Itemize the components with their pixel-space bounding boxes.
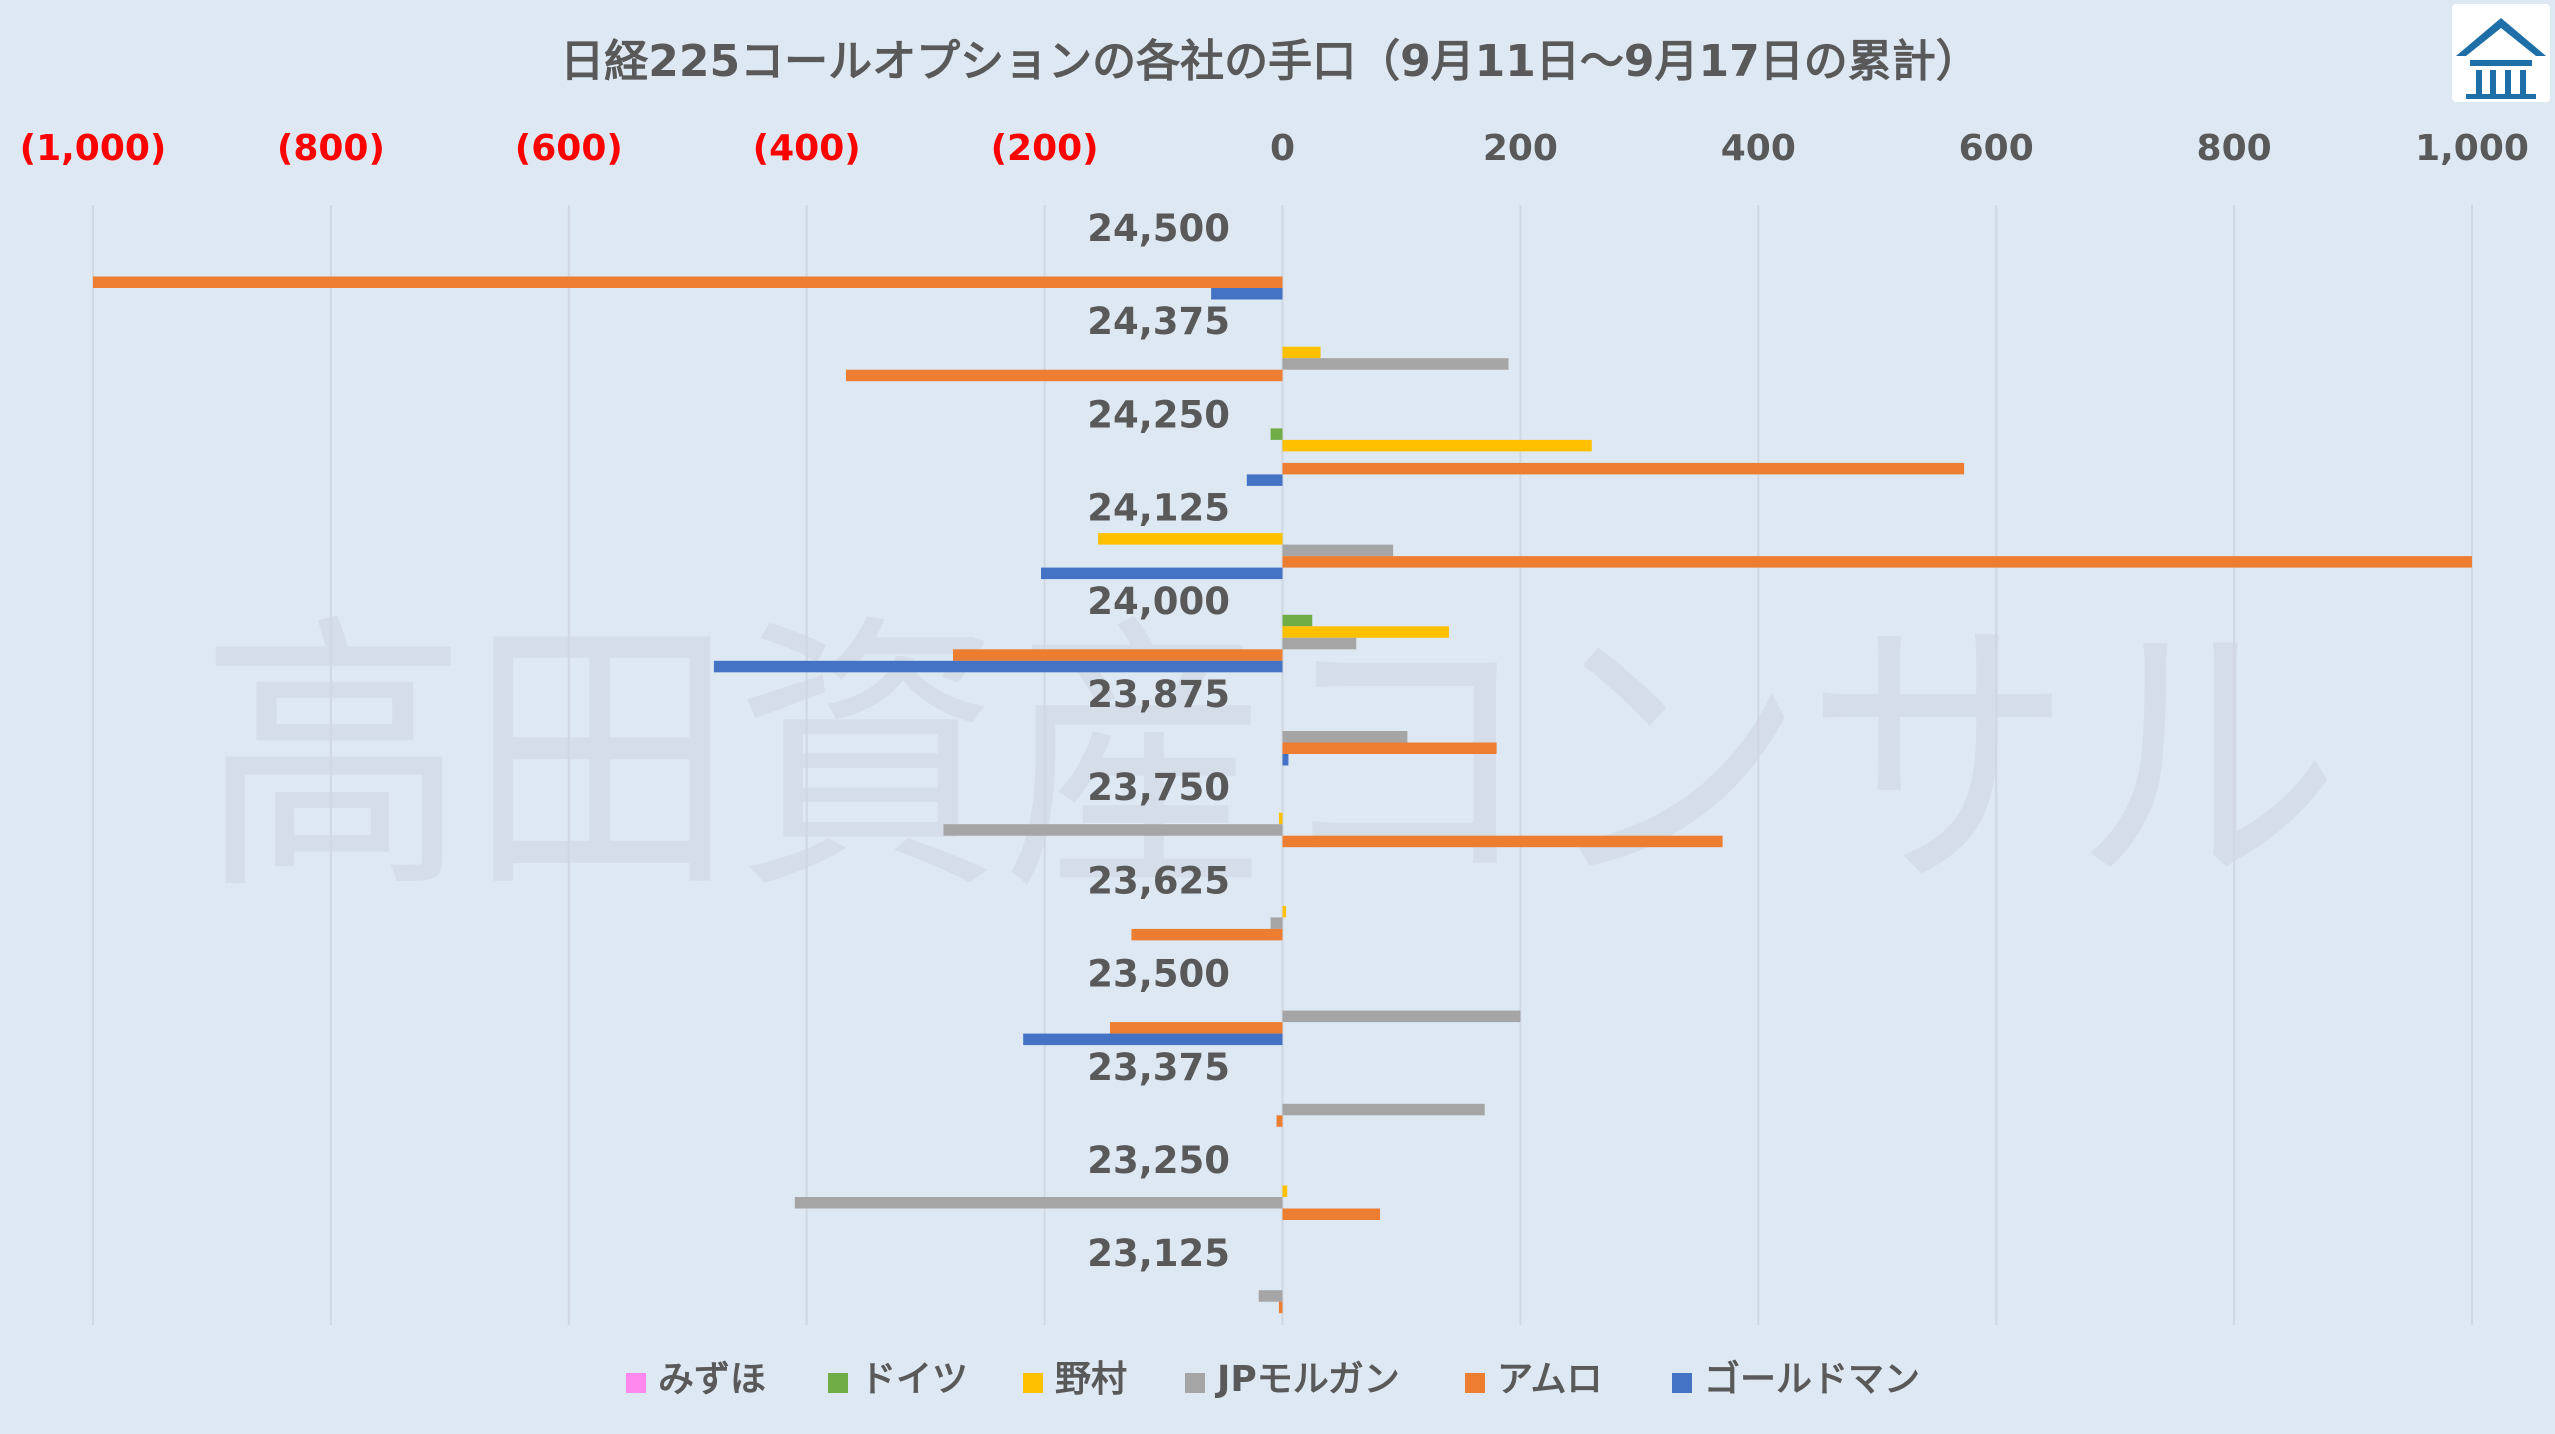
- category-label: 24,250: [1087, 393, 1230, 436]
- legend-label: アムロ: [1497, 1359, 1602, 1400]
- company-logo: [2452, 4, 2550, 102]
- bar-JPモルガン-23,500: [1282, 1010, 1521, 1023]
- bar-ゴールドマン-24,250: [1246, 474, 1283, 486]
- bar-JPモルガン-23,875: [1282, 731, 1408, 743]
- x-tick-label: 400: [1721, 128, 1796, 169]
- legend-swatch-JPモルガン: [1185, 1373, 1205, 1393]
- x-tick-label: 1,000: [2415, 128, 2529, 169]
- bar-アムロ-24,500: [93, 276, 1283, 288]
- legend-swatch-野村: [1023, 1373, 1043, 1393]
- x-tick-label: 600: [1959, 128, 2034, 169]
- bar-アムロ-23,875: [1282, 742, 1497, 754]
- x-tick-label: (600): [515, 128, 623, 169]
- bar-野村-24,375: [1282, 346, 1321, 359]
- x-tick-label: (1,000): [20, 128, 167, 169]
- bar-アムロ-24,375: [845, 369, 1283, 382]
- watermark-text: 高田資産コンサル: [200, 592, 2340, 929]
- bar-野村-23,750: [1278, 812, 1283, 825]
- x-tick-label: (400): [753, 128, 861, 169]
- bar-JPモルガン-24,000: [1282, 637, 1357, 650]
- legend: みずほ ドイツ 野村 JPモルガン アムロ ゴールドマン: [626, 1358, 1920, 1400]
- category-label: 23,250: [1087, 1139, 1230, 1182]
- category-label: 23,750: [1087, 766, 1230, 809]
- legend-swatch-ゴールドマン: [1672, 1373, 1692, 1393]
- legend-swatch-みずほ: [626, 1373, 646, 1393]
- bar-ドイツ-24,250: [1270, 428, 1283, 440]
- x-tick-label: (200): [991, 128, 1099, 169]
- bar-アムロ-23,500: [1110, 1022, 1283, 1034]
- category-label: 23,125: [1087, 1232, 1230, 1275]
- category-label: 24,000: [1087, 580, 1230, 623]
- legend-label: ドイツ: [860, 1359, 968, 1400]
- bar-野村-24,000: [1282, 626, 1450, 638]
- bar-JPモルガン-23,625: [1270, 917, 1283, 929]
- bar-アムロ-23,375: [1276, 1115, 1283, 1127]
- legend-swatch-ドイツ: [828, 1373, 848, 1393]
- category-label: 24,500: [1087, 207, 1230, 250]
- bar-アムロ-23,125: [1278, 1301, 1283, 1314]
- x-tick-label: 200: [1483, 128, 1558, 169]
- watermark: 高田資産コンサル: [200, 592, 2340, 929]
- bar-JPモルガン-23,125: [1258, 1290, 1283, 1302]
- category-label: 23,500: [1087, 953, 1230, 996]
- bar-ゴールドマン-24,125: [1041, 567, 1283, 580]
- bar-野村-23,625: [1282, 905, 1287, 918]
- bar-アムロ-24,000: [953, 649, 1283, 661]
- bar-ドイツ-24,000: [1282, 614, 1313, 627]
- category-label: 24,375: [1087, 300, 1230, 343]
- x-tick-label: 800: [2197, 128, 2272, 169]
- bar-JPモルガン-23,750: [943, 824, 1283, 836]
- bar-JPモルガン-23,250: [794, 1197, 1283, 1209]
- category-label: 24,125: [1087, 487, 1230, 530]
- bar-野村-24,250: [1282, 439, 1592, 452]
- bar-アムロ-23,625: [1131, 928, 1283, 941]
- x-axis-ticks: (1,000) (800) (600) (400) (200) 0 200 400 600 800…: [20, 128, 2529, 169]
- bar-アムロ-24,250: [1282, 462, 1965, 475]
- legend-label: みずほ: [658, 1359, 766, 1400]
- bar-JPモルガン-24,125: [1282, 544, 1394, 557]
- bar-野村-23,250: [1282, 1185, 1288, 1197]
- bar-ゴールドマン-23,875: [1282, 754, 1289, 766]
- legend-label: 野村: [1055, 1359, 1127, 1400]
- x-tick-label: (800): [277, 128, 385, 169]
- legend-label: JPモルガン: [1214, 1359, 1400, 1400]
- chart-title: 日経225コールオプションの各社の手口（9月11日～9月17日の累計）: [560, 36, 1980, 87]
- legend-swatch-アムロ: [1465, 1373, 1485, 1393]
- bar-ゴールドマン-23,500: [1023, 1033, 1283, 1046]
- bar-アムロ-23,250: [1282, 1208, 1381, 1220]
- category-labels: 24,500 24,375 24,250 24,125 24,000 23,875 23,7…: [1087, 207, 1230, 1275]
- bar-アムロ-23,750: [1282, 835, 1723, 848]
- category-label: 23,375: [1087, 1046, 1230, 1089]
- x-tick-label: 0: [1270, 128, 1295, 169]
- bar-アムロ-24,125: [1282, 556, 2472, 568]
- category-label: 23,875: [1087, 673, 1230, 716]
- bar-ゴールドマン-24,000: [713, 660, 1283, 673]
- bar-ゴールドマン-24,500: [1211, 288, 1283, 300]
- legend-label: ゴールドマン: [1704, 1358, 1920, 1400]
- category-label: 23,625: [1087, 859, 1230, 902]
- bar-JPモルガン-24,375: [1282, 358, 1509, 370]
- bars: [93, 276, 2472, 1314]
- bar-JPモルガン-23,375: [1282, 1103, 1485, 1116]
- bar-野村-24,125: [1098, 533, 1283, 545]
